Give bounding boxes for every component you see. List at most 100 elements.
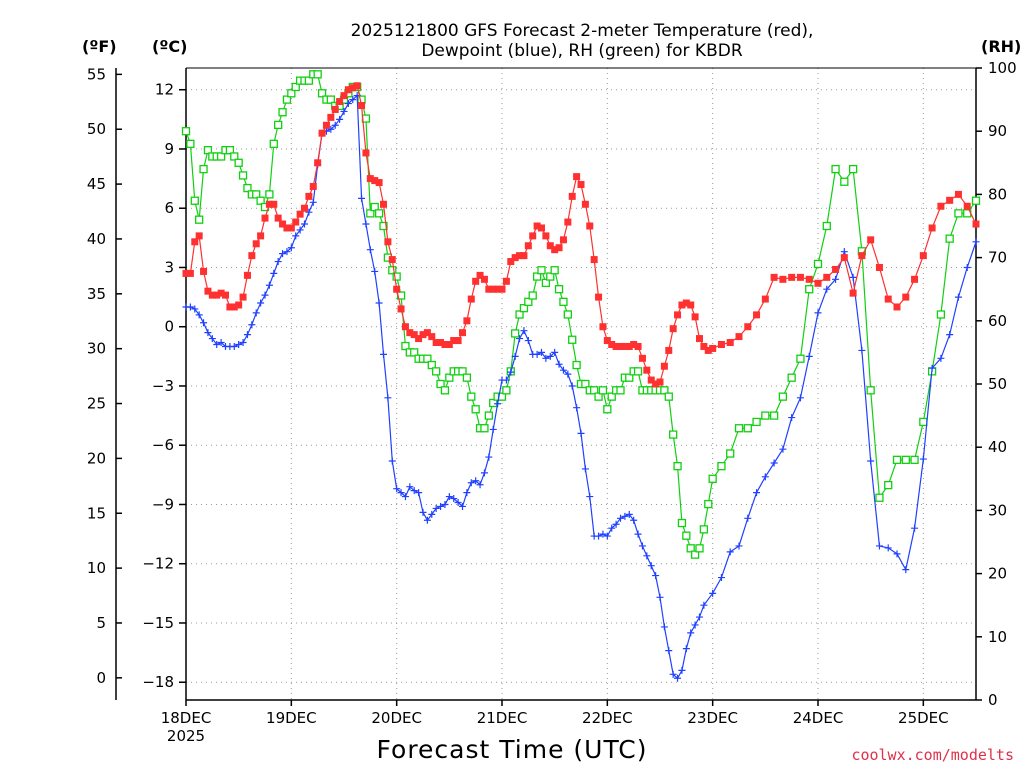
temperature-point [538, 224, 545, 232]
rh-point [374, 209, 384, 218]
dewpoint-point [502, 376, 510, 384]
rh-point [181, 127, 191, 136]
temperature-point [599, 323, 607, 331]
rh-point [282, 95, 292, 104]
dewpoint-point [884, 544, 892, 552]
temperature-point [788, 273, 796, 281]
temperature-point [309, 183, 317, 190]
temperature-point [257, 232, 265, 240]
rh-point [831, 164, 840, 174]
temperature-point [735, 333, 743, 341]
dewpoint-point [195, 311, 203, 319]
dewpoint-point [691, 621, 699, 629]
dewpoint-point [366, 246, 374, 254]
dewpoint-point [397, 489, 405, 497]
dewpoint-point [805, 352, 813, 360]
rh-point [269, 139, 278, 148]
rh-point [489, 398, 498, 408]
rh-point [660, 386, 669, 395]
temperature-point [674, 311, 682, 319]
temperature-point [283, 224, 291, 232]
celsius-tick-label: 9 [164, 140, 174, 158]
dewpoint-point [919, 455, 927, 463]
temperature-point [494, 285, 502, 293]
temperature-point [200, 267, 208, 275]
dewpoint-point [454, 499, 462, 506]
rh-point [616, 386, 625, 395]
dewpoint-point [494, 400, 502, 408]
dewpoint-point [279, 250, 287, 258]
dewpoint-point [450, 495, 458, 503]
rh-point [515, 310, 524, 319]
dewpoint-point [577, 429, 585, 437]
temperature-point [322, 121, 330, 129]
dewpoint-point [656, 593, 664, 601]
temperature-point [564, 218, 572, 226]
temperature-point [516, 252, 524, 260]
temperature-point [301, 204, 308, 212]
rh-point [664, 392, 673, 401]
dewpoint-point [744, 514, 752, 522]
rh-point [432, 367, 441, 376]
temperature-point [805, 275, 813, 283]
rh-point [726, 449, 735, 458]
temperature-point [638, 354, 646, 362]
dewpoint-point [463, 489, 471, 497]
dewpoint-point [336, 115, 344, 123]
dewpoint-point [551, 348, 559, 356]
dewpoint-point [331, 121, 339, 129]
rh-point [581, 379, 590, 389]
fahrenheit-tick-label: 20 [87, 449, 106, 467]
temperature-point [586, 222, 594, 230]
temperature-point [213, 291, 221, 299]
dewpoint-point [349, 96, 357, 104]
dewpoint-point [213, 341, 221, 348]
temperature-point [884, 295, 892, 303]
rh-point [598, 386, 608, 395]
rh-point [686, 544, 695, 553]
temperature-point [717, 341, 725, 348]
temperature-point [191, 238, 199, 246]
temperature-point [608, 341, 616, 348]
dewpoint-point [507, 368, 515, 376]
rh-point [892, 455, 902, 464]
temperature-point [937, 202, 945, 210]
rh-tick-label: 40 [988, 438, 1007, 456]
dewpoint-point [384, 394, 392, 402]
rh-point [225, 146, 235, 155]
dewpoint-point [779, 445, 787, 453]
rh-point [238, 171, 248, 180]
dewpoint-point [511, 352, 519, 360]
rh-point [625, 373, 634, 382]
rh-point [252, 190, 261, 199]
rh-point [594, 392, 603, 401]
temperature-point [796, 273, 804, 281]
celsius-tick-label: 6 [164, 199, 174, 217]
temperature-point [226, 303, 234, 311]
rh-point [511, 329, 520, 338]
dewpoint-point [305, 208, 313, 216]
dewpoint-point [296, 226, 304, 234]
temperature-point [248, 252, 256, 260]
temperature-point [669, 325, 677, 333]
rh-point [317, 89, 327, 98]
dewpoint-point [546, 352, 554, 360]
credit-link[interactable]: coolwx.com/modelts [851, 746, 1014, 764]
dewpoint-point [274, 258, 282, 266]
dewpoint-point [696, 613, 703, 621]
temperature-point [972, 220, 980, 228]
temperature-point [858, 252, 866, 260]
dewpoint-point [441, 500, 449, 508]
fahrenheit-tick-label: 10 [87, 559, 106, 577]
dewpoint-point [252, 309, 260, 317]
rh-point [787, 373, 796, 382]
dewpoint-point [200, 319, 208, 327]
dewpoint-point [261, 291, 269, 299]
dewpoint-point [287, 244, 295, 252]
rh-point [708, 474, 717, 483]
temperature-point [612, 342, 620, 350]
rh-tick-label: 100 [988, 59, 1017, 77]
temperature-point [546, 242, 554, 250]
fahrenheit-tick-label: 55 [87, 65, 106, 83]
